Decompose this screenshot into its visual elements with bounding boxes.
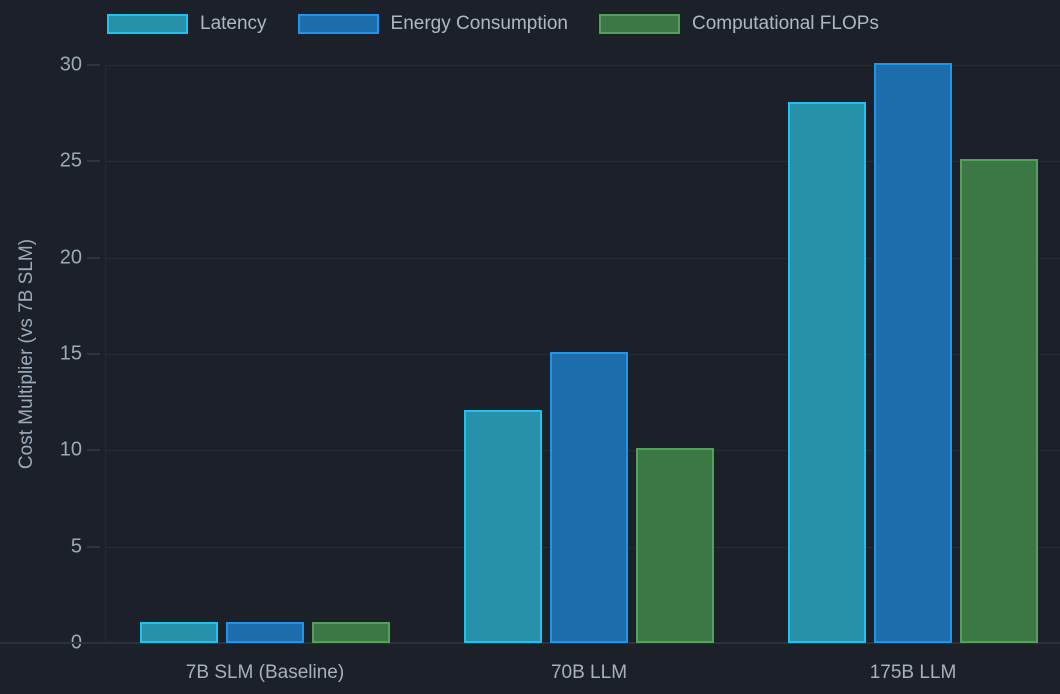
bar-latency-2 [464,409,542,643]
y-tick [87,160,100,163]
legend-label: Computational FLOPs [691,13,879,34]
y-tick [87,64,100,66]
y-tick-label: 10 [59,438,82,461]
bar-energy-consumption-1 [226,621,304,643]
y-gridline [105,65,1060,66]
bar-computational-flops-2 [636,448,714,643]
bar-latency-3 [788,101,866,643]
y-axis-line [105,65,106,643]
x-axis-line [0,642,1060,644]
y-tick [87,353,100,355]
legend-label: Energy Consumption [390,13,568,34]
y-tick [87,256,100,259]
bar-latency-1 [140,621,218,643]
legend-item-latency[interactable]: Latency [107,13,267,35]
y-tick-label: 30 [59,53,82,76]
legend-item-computational-flops[interactable]: Computational FLOPs [598,13,879,35]
legend-label: Latency [200,13,267,34]
bar-computational-flops-3 [960,159,1038,643]
y-tick-label: 25 [59,149,82,172]
legend-item-energy-consumption[interactable]: Energy Consumption [297,13,568,35]
y-tick-label: 20 [59,246,82,269]
bar-computational-flops-1 [312,621,390,643]
y-tick-label: 15 [59,342,82,365]
x-category-label: 7B SLM (Baseline) [185,662,345,683]
y-tick [87,545,100,548]
chart-legend: Latency Energy Consumption Computational F… [107,13,879,35]
y-gridline [105,161,1060,163]
y-gridline [105,257,1060,259]
x-category-label: 175B LLM [869,662,957,683]
legend-swatch-icon [107,14,188,34]
x-category-label: 70B LLM [550,662,628,683]
legend-swatch-icon [598,14,680,34]
bar-energy-consumption-2 [550,352,628,643]
legend-swatch-icon [297,14,379,34]
y-tick-label: 5 [70,535,82,558]
y-tick [87,449,100,452]
bar-energy-consumption-3 [874,63,952,643]
